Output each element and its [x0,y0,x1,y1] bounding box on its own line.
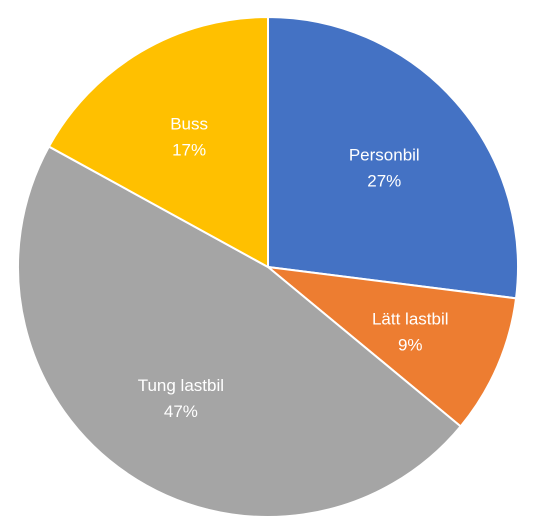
slice-category-label: Tung lastbil [138,376,224,395]
slice-category-label: Lätt lastbil [372,310,449,329]
slice-percent-label: 27% [367,171,401,190]
slice-category-label: Buss [170,115,208,134]
pie-slice-buss [47,15,269,269]
slice-percent-label: 47% [164,402,198,421]
slice-percent-label: 9% [398,336,423,355]
slice-category-label: Personbil [349,145,420,164]
pie-slice-tung-lastbil [17,145,463,518]
pie-slice-personbil [267,15,519,300]
pie-slice-l-tt-lastbil [264,265,518,428]
slice-percent-label: 17% [172,141,206,160]
